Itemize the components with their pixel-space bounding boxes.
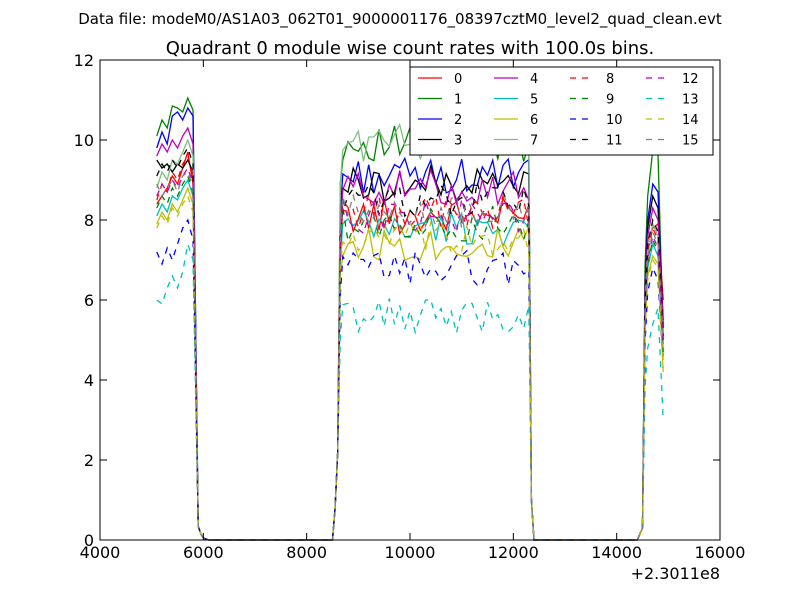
x-tick-label: 12000: [488, 543, 539, 562]
y-tick-label: 6: [84, 291, 94, 310]
axis-ticks: 4000 6000 8000 10000 12000 14000 1600002468101…: [74, 51, 746, 562]
x-tick-label: 6000: [183, 543, 224, 562]
legend-label-14: 14: [682, 113, 699, 128]
series-line-14: [156, 194, 664, 541]
legend-box: [409, 66, 714, 156]
y-tick-label: 10: [74, 131, 94, 150]
y-tick-label: 12: [74, 51, 94, 70]
legend-label-5: 5: [530, 93, 538, 108]
legend-label-8: 8: [606, 72, 614, 87]
legend-label-3: 3: [454, 134, 462, 149]
legend-label-12: 12: [682, 72, 699, 87]
x-tick-label: 4000: [80, 543, 121, 562]
y-tick-label: 4: [84, 371, 94, 390]
x-tick-label: 8000: [286, 543, 327, 562]
chart-title: Quadrant 0 module wise count rates with …: [166, 38, 655, 59]
x-tick-label: 14000: [591, 543, 642, 562]
legend-label-9: 9: [606, 93, 614, 108]
y-tick-label: 8: [84, 211, 94, 230]
legend-label-7: 7: [530, 134, 538, 149]
figure-suptitle: Data file: modeM0/AS1A03_062T01_90000011…: [78, 10, 722, 29]
x-tick-label: 10000: [385, 543, 436, 562]
y-tick-label: 2: [84, 451, 94, 470]
legend-label-0: 0: [454, 72, 462, 87]
legend-label-10: 10: [606, 113, 623, 128]
legend-label-15: 15: [682, 134, 699, 149]
y-tick-label: 0: [84, 531, 94, 550]
legend-label-6: 6: [530, 113, 538, 128]
legend-label-2: 2: [454, 113, 462, 128]
x-offset-label: +2.3011e8: [631, 564, 720, 583]
x-tick-label: 16000: [695, 543, 746, 562]
legend-label-13: 13: [682, 93, 699, 108]
legend-label-11: 11: [606, 134, 623, 149]
legend-label-1: 1: [454, 93, 462, 108]
legend-label-4: 4: [530, 72, 538, 87]
